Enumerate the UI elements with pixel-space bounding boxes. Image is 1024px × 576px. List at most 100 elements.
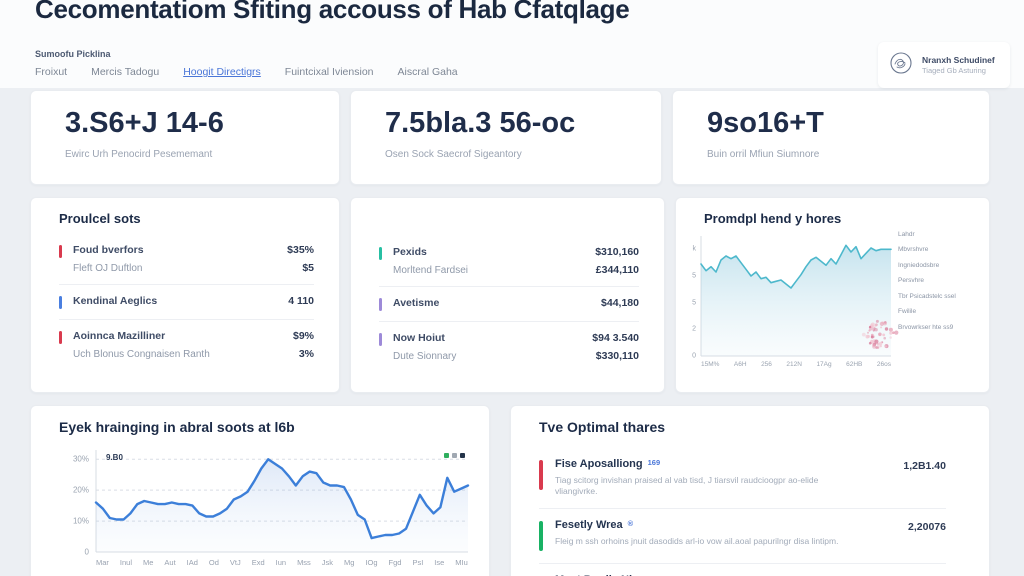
stat-card-2: 7.5bla.3 56-oc Osen Sock Saecrof Sigeant… (350, 90, 662, 185)
panel-title: Proulcel sots (59, 211, 141, 226)
metric-line: Foud bverfors $35% (73, 244, 314, 256)
metric-row: Avetisme $44,180 (379, 297, 639, 311)
row-marker (379, 333, 382, 346)
metric-label: Aoinnca Mazilliner (73, 330, 166, 342)
metric-value: £344,110 (595, 264, 639, 276)
stat-card-1: 3.S6+J 14-6 Ewirc Urh Penocird Pesememan… (30, 90, 340, 185)
metric-row: Kendinal Aeglics 4 110 (59, 295, 314, 309)
metric-lines: Avetisme $44,180 (393, 297, 639, 311)
metric-value: 4 110 (288, 295, 314, 307)
item-badge-link[interactable]: ® (627, 519, 634, 529)
nav-link-5[interactable]: Aiscral Gaha (397, 66, 458, 78)
item-badge-link[interactable]: 169 (647, 458, 661, 467)
x-tick-label: Od (208, 558, 219, 567)
account-card[interactable]: Nranxh Schudinef Tiaged Gb Asturing (878, 42, 1010, 88)
chart-annotation: 9.B0 (106, 453, 123, 462)
x-tick-label: IOg (365, 558, 378, 567)
x-tick-label: 212N (786, 361, 802, 368)
metric-lines: Aoinnca Mazilliner $9% Uch Blonus Congnais… (73, 330, 314, 360)
x-tick-label: Fgd (388, 558, 402, 567)
nav-link-3[interactable]: Hoogit Directigrs (183, 66, 261, 78)
page-subtitle: Sumoofu Picklina (35, 49, 111, 59)
timeline-line-chart (94, 450, 470, 553)
optimal-item: Fesetly Wrea ® Fleig m ssh orhoins jnuit d… (539, 508, 946, 563)
header-nav: Froixut Mercis Tadogu Hoogit Directigrs Fui… (35, 66, 458, 78)
y-tick-label: 30% (72, 454, 89, 464)
metric-row: Now Hoiut $94 3.540 Dute Sionnary $330,110 (379, 332, 639, 362)
optimal-items: Fise Aposalliong 169 Tiag scitorg invishan… (539, 448, 946, 576)
metric-value: $9% (292, 330, 314, 342)
legend-swatch (452, 453, 457, 458)
metric-line: Aoinnca Mazilliner $9% (73, 330, 314, 342)
x-tick-label: 62HB (846, 361, 863, 368)
product-rows: Foud bverfors $35% Fleft OJ Duftlon $5 Kendi… (59, 244, 314, 360)
stat-value: 7.5bla.3 56-oc (385, 107, 576, 139)
row-marker (379, 298, 382, 311)
x-tick-label: Mg (344, 558, 355, 567)
y-tick-label: k (692, 245, 697, 253)
x-tick-label: Mar (96, 558, 109, 567)
nav-link-1[interactable]: Froixut (35, 66, 68, 78)
metric-row: Foud bverfors $35% Fleft OJ Duftlon $5 (59, 244, 314, 274)
metric-label: Morltend Fardsei (393, 265, 469, 276)
trend-panel: Promdpl hend y hores k 5 5 2 0 15M% A6H 256 212… (675, 197, 990, 393)
metric-value: $330,110 (595, 350, 639, 362)
metric-line: Avetisme $44,180 (393, 297, 639, 309)
metrics-panel: Pexids $310,160 Morltend Fardsei £344,110 Av… (350, 197, 665, 393)
metric-lines: Now Hoiut $94 3.540 Dute Sionnary $330,110 (393, 332, 639, 362)
product-panel: Proulcel sots Foud bverfors $35% Fleft OJ … (30, 197, 340, 393)
metric-value: 3% (298, 348, 314, 360)
x-tick-label: Jsk (321, 558, 334, 567)
x-tick-label: Me (142, 558, 154, 567)
metric-label: Avetisme (393, 297, 440, 309)
metric-label: Fleft OJ Duftlon (73, 263, 143, 274)
legend-item: Brvowrkser hte ss9 (898, 323, 954, 331)
metric-value: $44,180 (601, 297, 639, 309)
account-name: Nranxh Schudinef (922, 54, 995, 65)
stat-label: Buin orril Mfiun Siumnore (707, 149, 820, 160)
x-tick-label: 256 (761, 361, 772, 368)
stat-card-3: 9so16+T Buin orril Mfiun Siumnore (672, 90, 990, 185)
metric-row: Pexids $310,160 Morltend Fardsei £344,110 (379, 246, 639, 276)
panel-title: Eyek hrainging in abral soots at l6b (59, 419, 295, 435)
metric-value: $94 3.540 (592, 332, 639, 344)
item-body: Fise Aposalliong 169 Tiag scitorg invishan… (555, 458, 946, 496)
y-tick-label: 5 (692, 299, 696, 307)
y-tick-label: 20% (72, 485, 89, 495)
x-tick-label: Mss (297, 558, 311, 567)
item-value: 1,2B1.40 (903, 460, 946, 472)
metric-line: Now Hoiut $94 3.540 (393, 332, 639, 344)
item-value: 2,20076 (908, 521, 946, 534)
account-caption: Tiaged Gb Asturing (922, 65, 986, 75)
metric-lines: Pexids $310,160 Morltend Fardsei £344,110 (393, 246, 639, 276)
legend-item: Lahdr (898, 231, 915, 238)
row-marker (59, 331, 62, 344)
y-tick-label: 5 (692, 272, 696, 280)
metric-line: Dute Sionnary $330,110 (393, 350, 639, 362)
page-title: Cecomentatiom Sfiting accouss of Hab Cfa… (35, 0, 630, 24)
row-marker (379, 247, 382, 260)
x-tick-label: 15M% (701, 361, 720, 368)
trend-legend: Lahdr Mbvrshvre Ingniedodsbre Persvhre Tbr P… (898, 231, 984, 332)
y-tick-label: 0 (692, 352, 696, 360)
x-tick-label: Iun (275, 558, 287, 567)
x-tick-label: VtJ (229, 558, 241, 567)
panel-title: Tve Optimal thares (539, 419, 666, 435)
x-tick-label: Ise (434, 558, 445, 567)
stat-value: 3.S6+J 14-6 (65, 107, 224, 139)
stat-label: Ewirc Urh Penocird Pesememant (65, 149, 213, 160)
nav-link-4[interactable]: Fuintcixal Iviension (284, 66, 374, 78)
header: Cecomentatiom Sfiting accouss of Hab Cfa… (0, 0, 1024, 88)
metric-line: Uch Blonus Congnaisen Ranth 3% (73, 348, 314, 360)
item-title: Mant Bardiy Niogvea169 (555, 574, 851, 576)
row-marker (59, 296, 62, 309)
metric-line: Fleft OJ Duftlon $5 (73, 262, 314, 274)
y-tick-label: 10% (72, 516, 89, 526)
trend-x-axis: 15M% A6H 256 212N 17Ag 62HB 26os (701, 361, 891, 368)
row-divider (379, 286, 639, 287)
nav-link-2[interactable]: Mercis Tadogu (91, 66, 160, 78)
timeline-y-axis: 30% 20% 10% 0 (59, 450, 89, 557)
metrics-rows: Pexids $310,160 Morltend Fardsei £344,110 Av… (379, 246, 639, 362)
item-badge-link[interactable]: 169 (669, 574, 682, 576)
metric-label: Dute Sionnary (393, 351, 457, 362)
